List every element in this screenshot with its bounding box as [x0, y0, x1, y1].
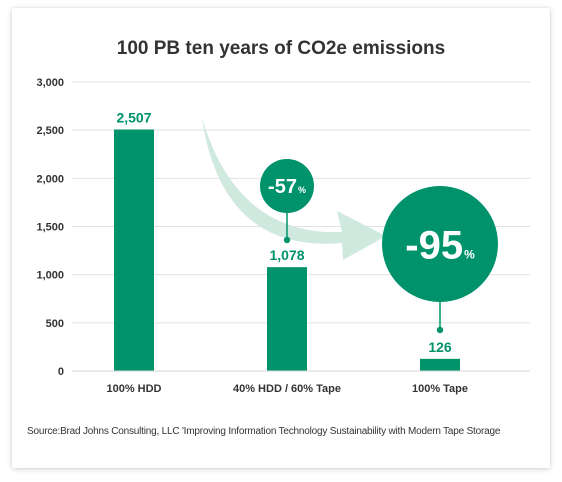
chart-title: 100 PB ten years of CO2e emissions: [116, 38, 446, 59]
y-tick-label: 1,000: [36, 270, 64, 282]
reduction-label: -57%: [268, 176, 306, 198]
chart-card: 100 PB ten years of CO2e emissions 0 500 1…: [12, 8, 550, 468]
reduction-badge: [260, 159, 314, 213]
data-label: 1,078: [269, 247, 304, 263]
data-label: 126: [428, 339, 452, 355]
y-tick-label: 2,000: [36, 173, 64, 185]
bar: [114, 129, 154, 371]
annotation-dot: [436, 326, 444, 334]
reduction-unit: %: [298, 185, 306, 195]
annotation-dot: [283, 236, 291, 244]
y-tick-label: 3,000: [36, 77, 64, 89]
reduction-label: -95%: [405, 223, 475, 267]
trend-arrow: [202, 118, 386, 260]
x-tick-label: 100% Tape: [412, 383, 468, 395]
reduction-badge: [382, 186, 498, 302]
bar-chart: 0 500 1,000 1,500 2,000 2,500 3,000 2,507 100% H…: [36, 77, 530, 395]
data-label: 2,507: [116, 109, 151, 125]
x-tick-label: 100% HDD: [106, 383, 161, 395]
source-note: Source:Brad Johns Consulting, LLC 'Impro…: [27, 426, 501, 437]
bar: [420, 358, 460, 371]
trend-arrow-shape: [202, 118, 386, 260]
y-tick-label: 500: [46, 318, 64, 330]
y-tick-label: 1,500: [36, 222, 64, 234]
bar: [267, 267, 307, 371]
x-tick-label: 40% HDD / 60% Tape: [233, 383, 341, 395]
y-tick-label: 2,500: [36, 125, 64, 137]
reduction-value: -95: [405, 223, 463, 267]
reduction-unit: %: [464, 247, 475, 261]
reduction-value: -57: [268, 176, 297, 198]
y-tick-label: 0: [58, 366, 64, 378]
